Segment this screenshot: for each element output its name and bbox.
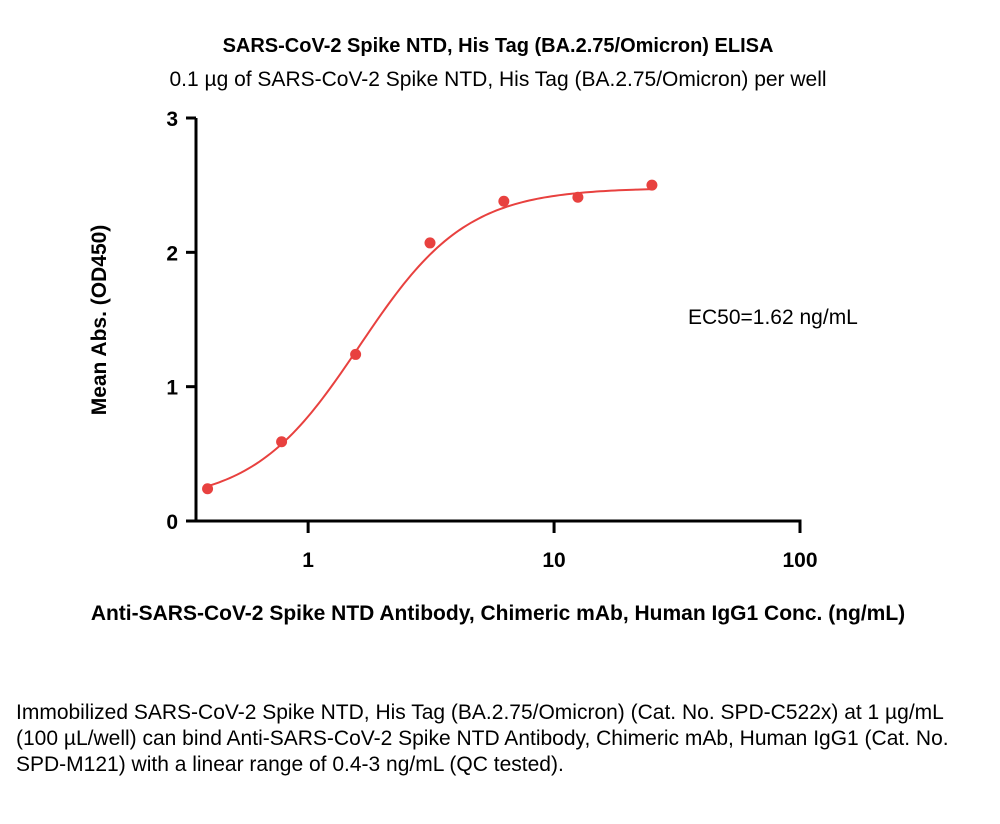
y-tick-label: 2 [166, 242, 178, 265]
x-tick-label: 1 [302, 549, 314, 572]
ec50-annotation: EC50=1.62 ng/mL [688, 306, 858, 329]
data-point [350, 348, 362, 360]
chart-title: SARS-CoV-2 Spike NTD, His Tag (BA.2.75/O… [223, 35, 774, 57]
y-tick-label: 3 [166, 108, 178, 131]
y-tick-label: 1 [166, 377, 178, 400]
data-point [202, 483, 214, 495]
x-axis-label: Anti-SARS-CoV-2 Spike NTD Antibody, Chim… [91, 602, 905, 625]
elisa-chart: SARS-CoV-2 Spike NTD, His Tag (BA.2.75/O… [88, 35, 905, 625]
data-point [276, 436, 288, 448]
plot-area: 0 1 2 3 1 10 100 [166, 108, 817, 572]
data-point [646, 179, 658, 191]
x-tick-label: 10 [542, 549, 565, 572]
data-point [572, 191, 584, 203]
figure-caption: Immobilized SARS-CoV-2 Spike NTD, His Ta… [16, 701, 949, 776]
fit-curve [207, 188, 652, 488]
y-axis-label: Mean Abs. (OD450) [88, 225, 111, 416]
chart-subtitle: 0.1 µg of SARS-CoV-2 Spike NTD, His Tag … [169, 68, 826, 91]
data-point [498, 195, 510, 207]
x-tick-label: 100 [782, 549, 817, 572]
y-tick-label: 0 [166, 511, 178, 534]
data-point [424, 237, 436, 249]
